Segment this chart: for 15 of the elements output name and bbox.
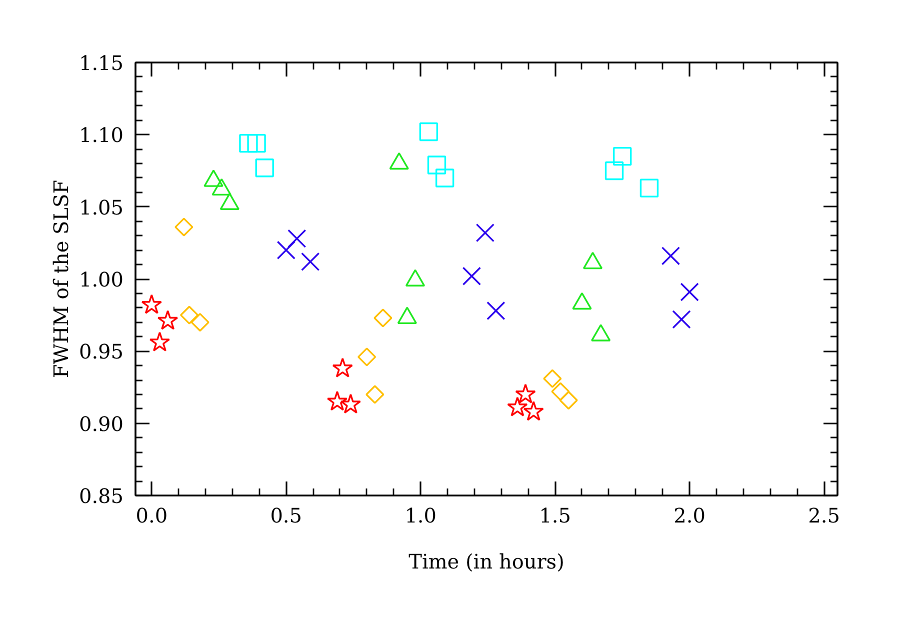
y-tick-label: 1.10	[78, 123, 124, 148]
x-tick-label: 0.5	[270, 504, 302, 528]
x-axis-title: Time (in hours)	[408, 550, 564, 574]
y-tick-label: 0.90	[78, 412, 124, 436]
x-tick-label: 2.5	[808, 504, 840, 528]
x-tick-label: 1.0	[404, 504, 437, 528]
y-tick-label: 1.05	[78, 195, 124, 220]
x-tick-label: 1.5	[539, 504, 571, 528]
y-tick-label: 1.00	[78, 268, 124, 292]
y-tick-label: 1.15	[78, 51, 124, 75]
y-axis-title: FWHM of the SLSF	[48, 180, 73, 378]
y-tick-label: 0.95	[78, 340, 124, 364]
y-tick-label: 0.85	[78, 484, 124, 508]
x-tick-label: 2.0	[674, 504, 706, 528]
x-tick-label: 0.0	[136, 504, 168, 528]
